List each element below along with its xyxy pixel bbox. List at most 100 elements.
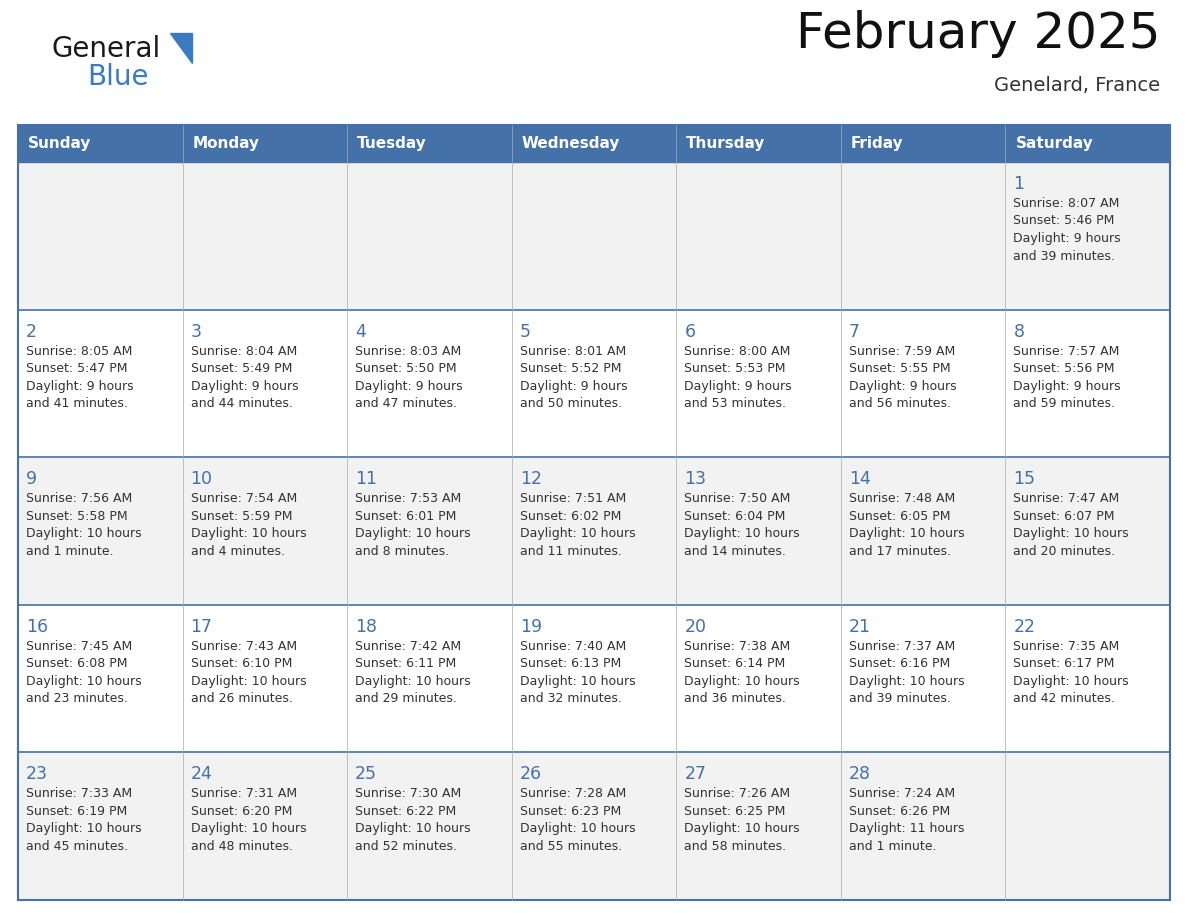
Bar <box>18 457 1170 605</box>
Text: and 42 minutes.: and 42 minutes. <box>1013 692 1116 705</box>
Text: Sunset: 6:04 PM: Sunset: 6:04 PM <box>684 509 785 522</box>
Polygon shape <box>170 33 192 63</box>
Bar <box>18 605 1170 753</box>
Text: 17: 17 <box>190 618 213 636</box>
Text: 14: 14 <box>849 470 871 488</box>
Text: Daylight: 10 hours: Daylight: 10 hours <box>684 675 800 688</box>
Text: Sunrise: 7:31 AM: Sunrise: 7:31 AM <box>190 788 297 800</box>
Text: and 52 minutes.: and 52 minutes. <box>355 840 457 853</box>
Text: Daylight: 10 hours: Daylight: 10 hours <box>26 675 141 688</box>
Text: Daylight: 10 hours: Daylight: 10 hours <box>26 527 141 540</box>
Text: Sunrise: 7:37 AM: Sunrise: 7:37 AM <box>849 640 955 653</box>
Text: and 44 minutes.: and 44 minutes. <box>190 397 292 410</box>
Text: Daylight: 10 hours: Daylight: 10 hours <box>1013 527 1129 540</box>
Text: Tuesday: Tuesday <box>358 136 426 151</box>
Text: and 36 minutes.: and 36 minutes. <box>684 692 786 705</box>
Text: 23: 23 <box>26 766 48 783</box>
Bar <box>18 162 1170 309</box>
Text: Daylight: 10 hours: Daylight: 10 hours <box>190 823 307 835</box>
Text: Sunrise: 8:04 AM: Sunrise: 8:04 AM <box>190 344 297 358</box>
Text: Sunrise: 7:50 AM: Sunrise: 7:50 AM <box>684 492 791 505</box>
Text: Sunrise: 8:01 AM: Sunrise: 8:01 AM <box>519 344 626 358</box>
Text: Sunrise: 7:42 AM: Sunrise: 7:42 AM <box>355 640 461 653</box>
Text: and 55 minutes.: and 55 minutes. <box>519 840 621 853</box>
Text: Sunrise: 7:43 AM: Sunrise: 7:43 AM <box>190 640 297 653</box>
Text: 19: 19 <box>519 618 542 636</box>
Text: and 29 minutes.: and 29 minutes. <box>355 692 457 705</box>
Text: Sunrise: 7:45 AM: Sunrise: 7:45 AM <box>26 640 132 653</box>
Text: and 14 minutes.: and 14 minutes. <box>684 544 786 558</box>
Text: Sunset: 6:14 PM: Sunset: 6:14 PM <box>684 657 785 670</box>
Text: Friday: Friday <box>851 136 904 151</box>
Text: 13: 13 <box>684 470 707 488</box>
Text: and 17 minutes.: and 17 minutes. <box>849 544 950 558</box>
Text: Daylight: 10 hours: Daylight: 10 hours <box>519 823 636 835</box>
Text: Sunrise: 7:59 AM: Sunrise: 7:59 AM <box>849 344 955 358</box>
Text: Sunrise: 7:24 AM: Sunrise: 7:24 AM <box>849 788 955 800</box>
Text: Sunset: 5:50 PM: Sunset: 5:50 PM <box>355 362 456 375</box>
Text: and 53 minutes.: and 53 minutes. <box>684 397 786 410</box>
Text: Sunset: 5:49 PM: Sunset: 5:49 PM <box>190 362 292 375</box>
Text: and 47 minutes.: and 47 minutes. <box>355 397 457 410</box>
Text: Daylight: 9 hours: Daylight: 9 hours <box>519 380 627 393</box>
Text: Sunrise: 7:40 AM: Sunrise: 7:40 AM <box>519 640 626 653</box>
Text: 3: 3 <box>190 322 202 341</box>
Text: and 39 minutes.: and 39 minutes. <box>1013 250 1116 263</box>
Text: 18: 18 <box>355 618 377 636</box>
Text: Daylight: 9 hours: Daylight: 9 hours <box>355 380 463 393</box>
Text: Sunset: 5:47 PM: Sunset: 5:47 PM <box>26 362 127 375</box>
Text: and 58 minutes.: and 58 minutes. <box>684 840 786 853</box>
Text: and 26 minutes.: and 26 minutes. <box>190 692 292 705</box>
Text: Monday: Monday <box>192 136 259 151</box>
Text: Sunrise: 7:53 AM: Sunrise: 7:53 AM <box>355 492 461 505</box>
Text: 25: 25 <box>355 766 377 783</box>
Text: Sunrise: 7:51 AM: Sunrise: 7:51 AM <box>519 492 626 505</box>
Text: and 4 minutes.: and 4 minutes. <box>190 544 285 558</box>
Text: Daylight: 9 hours: Daylight: 9 hours <box>1013 232 1121 245</box>
Text: and 59 minutes.: and 59 minutes. <box>1013 397 1116 410</box>
Text: Sunset: 5:59 PM: Sunset: 5:59 PM <box>190 509 292 522</box>
Text: Sunrise: 7:26 AM: Sunrise: 7:26 AM <box>684 788 790 800</box>
Text: Sunset: 6:07 PM: Sunset: 6:07 PM <box>1013 509 1114 522</box>
Text: 1: 1 <box>1013 175 1024 193</box>
Text: General: General <box>52 35 162 63</box>
Text: Sunrise: 8:07 AM: Sunrise: 8:07 AM <box>1013 197 1120 210</box>
Text: and 48 minutes.: and 48 minutes. <box>190 840 292 853</box>
Text: Sunset: 6:16 PM: Sunset: 6:16 PM <box>849 657 950 670</box>
Text: Sunset: 5:56 PM: Sunset: 5:56 PM <box>1013 362 1114 375</box>
Text: Sunset: 6:11 PM: Sunset: 6:11 PM <box>355 657 456 670</box>
Text: Daylight: 10 hours: Daylight: 10 hours <box>355 675 470 688</box>
Text: Sunset: 5:52 PM: Sunset: 5:52 PM <box>519 362 621 375</box>
Text: Daylight: 10 hours: Daylight: 10 hours <box>26 823 141 835</box>
Text: Sunset: 6:20 PM: Sunset: 6:20 PM <box>190 805 292 818</box>
Text: 11: 11 <box>355 470 377 488</box>
Text: and 20 minutes.: and 20 minutes. <box>1013 544 1116 558</box>
Text: and 50 minutes.: and 50 minutes. <box>519 397 621 410</box>
Text: Sunset: 6:19 PM: Sunset: 6:19 PM <box>26 805 127 818</box>
Text: Sunrise: 7:30 AM: Sunrise: 7:30 AM <box>355 788 461 800</box>
Text: Sunset: 6:26 PM: Sunset: 6:26 PM <box>849 805 950 818</box>
Text: 5: 5 <box>519 322 531 341</box>
Text: Wednesday: Wednesday <box>522 136 620 151</box>
Text: and 41 minutes.: and 41 minutes. <box>26 397 128 410</box>
Text: Daylight: 11 hours: Daylight: 11 hours <box>849 823 965 835</box>
Text: Daylight: 10 hours: Daylight: 10 hours <box>190 527 307 540</box>
Text: 7: 7 <box>849 322 860 341</box>
Text: 6: 6 <box>684 322 695 341</box>
Text: Sunset: 5:46 PM: Sunset: 5:46 PM <box>1013 215 1114 228</box>
Text: Daylight: 10 hours: Daylight: 10 hours <box>684 527 800 540</box>
Text: Sunset: 6:22 PM: Sunset: 6:22 PM <box>355 805 456 818</box>
Text: and 23 minutes.: and 23 minutes. <box>26 692 128 705</box>
Text: Daylight: 10 hours: Daylight: 10 hours <box>355 527 470 540</box>
Text: and 1 minute.: and 1 minute. <box>26 544 114 558</box>
Text: 8: 8 <box>1013 322 1024 341</box>
Text: Sunset: 5:58 PM: Sunset: 5:58 PM <box>26 509 127 522</box>
Text: Daylight: 9 hours: Daylight: 9 hours <box>26 380 133 393</box>
Text: Sunset: 5:53 PM: Sunset: 5:53 PM <box>684 362 785 375</box>
Text: Sunset: 6:02 PM: Sunset: 6:02 PM <box>519 509 621 522</box>
Text: Daylight: 9 hours: Daylight: 9 hours <box>190 380 298 393</box>
Text: Daylight: 10 hours: Daylight: 10 hours <box>1013 675 1129 688</box>
Text: and 56 minutes.: and 56 minutes. <box>849 397 950 410</box>
Text: Sunrise: 7:57 AM: Sunrise: 7:57 AM <box>1013 344 1120 358</box>
Text: Sunrise: 7:33 AM: Sunrise: 7:33 AM <box>26 788 132 800</box>
